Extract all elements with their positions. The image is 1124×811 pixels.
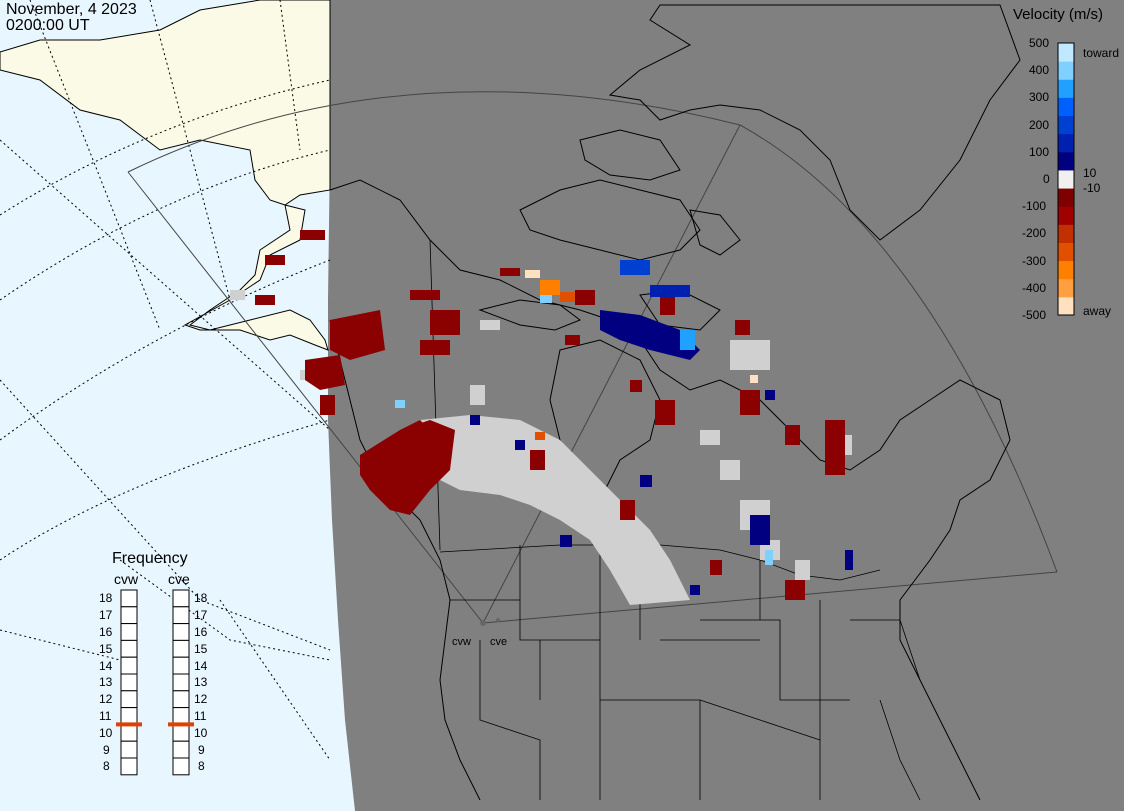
colorbar-tick: 100 (1029, 144, 1050, 159)
velocity-away (255, 230, 845, 600)
frequency-tick: 13 (194, 675, 208, 690)
colorbar-segment (1058, 278, 1074, 298)
colorbar-segment (1058, 260, 1074, 280)
colorbar-segment (1058, 97, 1074, 117)
colorbar-segment (1058, 169, 1074, 189)
frequency-tick: 12 (194, 692, 208, 707)
frequency-tick: 14 (99, 658, 113, 673)
night-region (328, 0, 1124, 811)
colorbar-tick: -500 (1022, 308, 1047, 322)
colorbar-tick: 500 (1029, 36, 1050, 50)
frequency-tick: 11 (194, 709, 207, 723)
frequency-cell (172, 740, 190, 759)
frequency-gauges (116, 589, 194, 776)
ground-scatter (230, 290, 852, 605)
frequency-tick: 17 (194, 608, 208, 623)
frequency-tick: 14 (194, 658, 208, 673)
away-label: away (1083, 304, 1112, 318)
coastlines (329, 4, 1021, 801)
colorbar-segment (1058, 296, 1074, 316)
colorbar-tick: -300 (1022, 253, 1047, 268)
frequency-cell (120, 623, 138, 641)
alaska-landmass (0, 0, 331, 351)
frequency-cell (120, 639, 138, 658)
radar-label-cve: cve (490, 636, 508, 648)
frequency-tick: 8 (103, 759, 110, 774)
colorbar-segment (1058, 188, 1074, 207)
colorbar-title: Velocity (m/s) (1013, 6, 1104, 23)
frequency-cell (172, 606, 190, 625)
colorbar-segment (1058, 61, 1074, 80)
colorbar-tick: 0 (1043, 172, 1050, 186)
frequency-tick: 10 (194, 725, 208, 740)
colorbar-tick: -400 (1022, 280, 1047, 295)
colorbar-segment (1058, 151, 1074, 171)
frequency-cell (172, 656, 190, 675)
frequency-cell (120, 740, 138, 759)
colorbar-tick-10: 10 (1083, 166, 1097, 180)
colorbar-segment (1058, 242, 1074, 262)
colorbar-tick: -100 (1022, 199, 1047, 214)
frequency-tick: 13 (99, 675, 113, 690)
colorbar-tick: 200 (1029, 117, 1050, 132)
frequency-cell (172, 623, 190, 641)
toward-label: toward (1083, 46, 1120, 60)
frequency-tick: 18 (194, 591, 208, 606)
frequency-cell (172, 589, 190, 608)
frequency-cell (172, 673, 190, 692)
time-label: 0200:00 UT (6, 17, 90, 34)
colorbar-segment (1058, 79, 1074, 98)
radar-site-cve (496, 618, 500, 622)
frequency-cell (172, 723, 190, 742)
lat-lon-grid (0, 0, 331, 761)
frequency-cell (120, 656, 138, 675)
radar-sites (480, 618, 500, 626)
frequency-tick: 16 (99, 625, 113, 639)
frequency-cell (172, 639, 190, 658)
frequency-cell (120, 707, 138, 725)
frequency-tick: 15 (194, 641, 208, 656)
colorbar-tick: 300 (1029, 90, 1050, 105)
radar-label-cvw: cvw (452, 636, 471, 648)
colorbar-segment (1058, 224, 1074, 243)
frequency-cell (172, 757, 190, 776)
frequency-tick: 9 (103, 742, 110, 757)
colorbar-tick: 400 (1029, 63, 1050, 78)
frequency-marker (116, 722, 142, 727)
colorbar-segment (1058, 115, 1074, 135)
frequency-cell (120, 673, 138, 692)
frequency-radar-cve: cve (168, 571, 190, 587)
frequency-tick: 11 (99, 709, 112, 723)
frequency-tick: 18 (99, 591, 113, 606)
frequency-tick: 10 (99, 725, 113, 740)
colorbar-outline (1057, 42, 1075, 316)
colorbar-tick-neg10: -10 (1083, 181, 1101, 195)
frequency-tick: 17 (99, 608, 113, 623)
velocity-toward (395, 260, 853, 595)
colorbar-segment (1058, 206, 1074, 225)
velocity-strong-away (525, 270, 575, 440)
frequency-cell (120, 723, 138, 742)
frequency-marker (168, 722, 194, 727)
frequency-tick: 12 (99, 692, 113, 707)
frequency-cell (120, 589, 138, 608)
frequency-title: Frequency (112, 550, 188, 567)
date-label: November, 4 2023 (6, 1, 137, 18)
colorbar-tick: -200 (1022, 226, 1047, 241)
frequency-cell (120, 690, 138, 709)
frequency-tick: 16 (194, 625, 208, 639)
frequency-tick: 9 (198, 742, 205, 757)
frequency-radar-cvw: cvw (114, 571, 139, 587)
frequency-cell (120, 757, 138, 776)
frequency-cell (172, 690, 190, 709)
radar-site-cvw (480, 620, 486, 626)
colorbar-segment (1058, 133, 1074, 153)
velocity-colorbar (1057, 42, 1075, 316)
frequency-cell (172, 707, 190, 725)
frequency-tick: 8 (198, 759, 205, 774)
frequency-cell (120, 606, 138, 625)
frequency-tick: 15 (99, 641, 113, 656)
colorbar-segment (1058, 43, 1074, 62)
